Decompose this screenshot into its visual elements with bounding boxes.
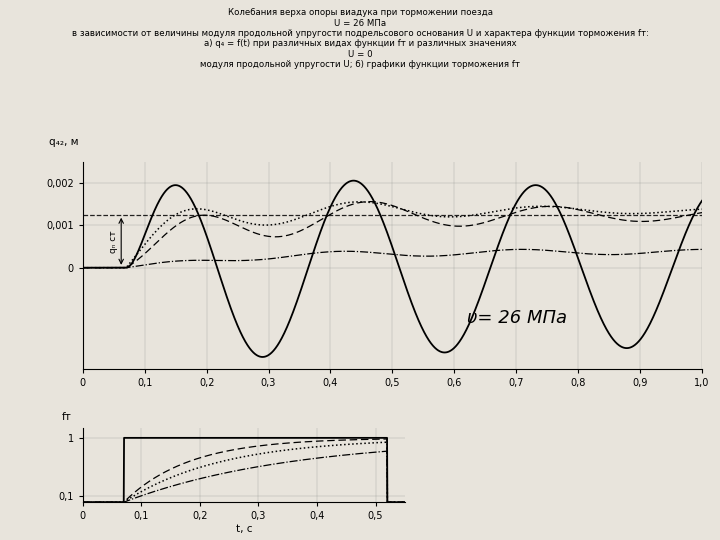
Text: qₙ ст: qₙ ст (109, 230, 118, 253)
Text: υ= 26 МПа: υ= 26 МПа (467, 309, 567, 327)
Text: q₄₂, м: q₄₂, м (49, 138, 78, 147)
Text: fт: fт (62, 413, 71, 422)
X-axis label: t, c: t, c (235, 524, 252, 534)
Text: Колебания верха опоры виадука при торможении поезда
U = 26 МПа
в зависимости от : Колебания верха опоры виадука при тормож… (71, 8, 649, 69)
